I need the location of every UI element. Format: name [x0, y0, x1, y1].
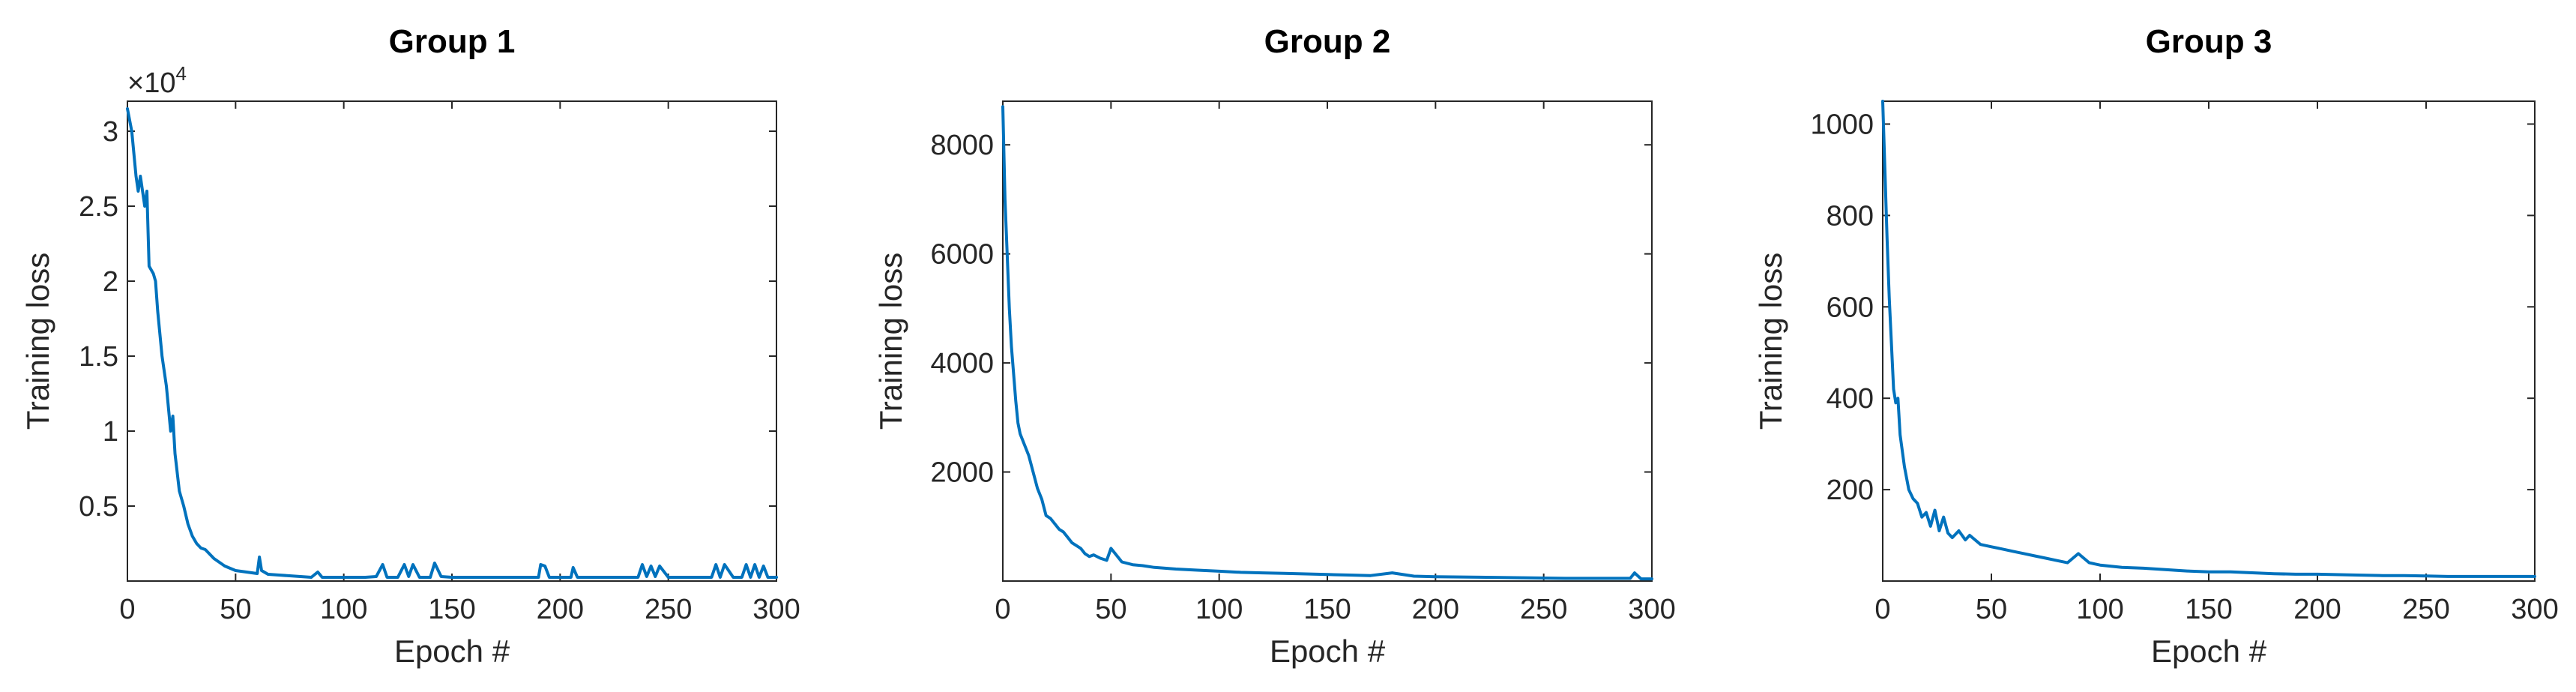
plot-frame [1002, 100, 1653, 582]
chart-title: Group 1 [389, 23, 516, 60]
y-tick-label: 400 [1827, 383, 1874, 415]
chart-panel-3: Group 3 0 50 100 150 200 250 300 200 400 600 800 100… [1753, 23, 2559, 669]
x-axis-label: Epoch # [1270, 634, 1386, 669]
series-line [1881, 100, 2536, 578]
series-line [1001, 105, 1653, 581]
y-tick-label: 200 [1827, 475, 1874, 506]
x-tick-label: 150 [1303, 594, 1351, 625]
y-tick-label: 600 [1827, 292, 1874, 323]
y-tick-label: 800 [1827, 200, 1874, 232]
x-tick-label: 250 [2402, 594, 2449, 625]
x-tick-label: 150 [428, 594, 475, 625]
plot-frame [1882, 100, 2536, 582]
y-tick-label: 6000 [930, 239, 994, 271]
y-tick-label: 2000 [930, 457, 994, 489]
y-axis-label: Training loss [20, 253, 55, 430]
y-tick-label: 0.5 [79, 491, 118, 523]
y-tick-label: 2.5 [79, 191, 118, 223]
x-tick-label: 250 [1520, 594, 1567, 625]
y-tick-label: 4000 [930, 348, 994, 379]
x-tick-label: 200 [1412, 594, 1459, 625]
x-tick-label: 100 [1195, 594, 1243, 625]
y-tick-label: 1000 [1810, 109, 1874, 140]
series-line [126, 107, 778, 579]
y-axis-label: Training loss [873, 253, 908, 430]
chart-title: Group 3 [2146, 23, 2272, 60]
x-tick-label: 50 [220, 594, 251, 625]
chart-panel-2: Group 2 0 50 100 150 200 250 300 2000 4000 6000 800… [873, 23, 1676, 669]
axis-exponent-base: ×10 [127, 67, 175, 99]
y-tick-label: 1.5 [79, 341, 118, 373]
x-tick-label: 100 [320, 594, 367, 625]
x-tick-label: 0 [119, 594, 135, 625]
x-tick-label: 0 [1874, 594, 1890, 625]
chart-title: Group 2 [1264, 23, 1391, 60]
y-axis-label: Training loss [1753, 253, 1788, 430]
x-tick-label: 0 [995, 594, 1010, 625]
y-tick-label: 1 [103, 416, 118, 448]
y-tick-label: 3 [103, 116, 118, 148]
x-tick-label: 200 [537, 594, 584, 625]
x-tick-label: 50 [1976, 594, 2007, 625]
x-axis-label: Epoch # [2151, 634, 2267, 669]
chart-panel-1: Group 1 0 50 100 150 200 250 300 0.5 1 1.5 2 2.5 3 ×10… [20, 23, 800, 669]
x-tick-label: 50 [1095, 594, 1126, 625]
x-tick-label: 250 [645, 594, 692, 625]
axis-exponent: ×104 [127, 62, 187, 99]
x-tick-label: 200 [2293, 594, 2341, 625]
x-tick-label: 300 [1628, 594, 1675, 625]
x-tick-label: 300 [752, 594, 800, 625]
axis-exponent-power: 4 [175, 62, 186, 85]
x-tick-label: 100 [2076, 594, 2123, 625]
x-tick-label: 300 [2511, 594, 2558, 625]
plot-frame [127, 100, 777, 582]
x-tick-label: 150 [2185, 594, 2232, 625]
y-tick-label: 8000 [930, 130, 994, 161]
x-axis-label: Epoch # [394, 634, 510, 669]
y-tick-label: 2 [103, 266, 118, 298]
